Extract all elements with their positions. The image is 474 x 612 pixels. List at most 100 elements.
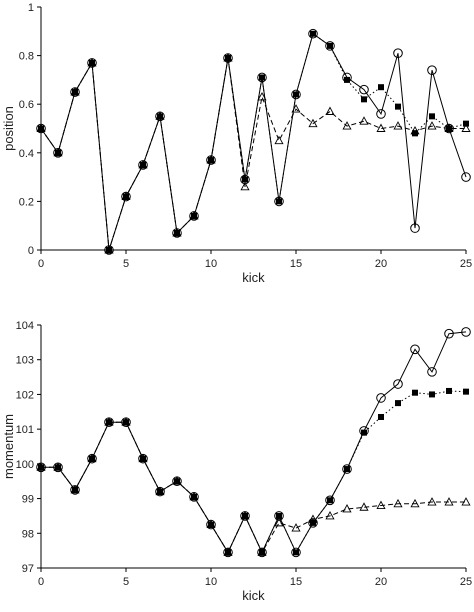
y-tick-label: 0.4	[19, 148, 34, 160]
data-point-circle	[376, 109, 386, 119]
data-point-circle	[444, 123, 454, 134]
data-point-square	[378, 413, 384, 420]
data-point-circle	[189, 492, 199, 502]
data-point-circle	[291, 547, 301, 558]
data-point-square	[310, 30, 316, 37]
data-point-square	[140, 455, 146, 462]
chart-2: 97 98 99 100 101 102 103 104 0 5 10 15 20 25 kick momen…	[1, 320, 472, 603]
x-tick-label: 0	[38, 258, 44, 270]
x-tick-label: 25	[460, 576, 472, 588]
data-point-circle	[359, 84, 369, 95]
data-point-square	[242, 512, 248, 519]
data-point-square	[361, 96, 367, 103]
data-point-circle	[274, 196, 284, 207]
data-point-circle	[87, 58, 97, 68]
data-point-square	[276, 198, 282, 205]
data-point-circle	[172, 476, 182, 487]
data-point-circle	[223, 53, 233, 63]
data-point-circle	[223, 547, 233, 558]
data-point-square	[327, 42, 333, 49]
data-point-circle	[308, 518, 318, 528]
x-tick-label: 15	[290, 576, 302, 588]
data-point-circle	[104, 417, 114, 428]
data-point-square	[327, 497, 333, 504]
data-point-circle	[36, 123, 46, 134]
y-tick-label: 1	[28, 2, 34, 14]
x-tick-label: 5	[123, 576, 129, 588]
data-point-circle	[121, 417, 131, 428]
data-point-square	[89, 59, 95, 66]
data-point-triangle	[308, 118, 318, 128]
data-point-square	[72, 486, 78, 493]
y-tick-label: 0.6	[19, 99, 34, 111]
data-point-square	[106, 247, 112, 253]
y-axis-title: momentum	[1, 414, 16, 479]
data-point-triangle	[444, 497, 454, 506]
data-point-square	[446, 387, 452, 394]
data-point-triangle	[325, 510, 335, 520]
series-line-filled-square-dotted	[41, 390, 467, 554]
x-tick-label: 0	[38, 576, 44, 588]
data-point-square	[429, 113, 435, 120]
x-tick-label: 10	[205, 258, 217, 270]
data-point-square	[361, 429, 367, 436]
data-point-square	[55, 464, 61, 471]
x-tick-label: 20	[375, 576, 387, 588]
data-point-triangle	[427, 121, 437, 130]
y-axis-title: position	[1, 106, 16, 151]
y-tick-label: 104	[16, 320, 34, 332]
data-point-triangle	[240, 181, 250, 191]
data-point-square	[259, 549, 265, 556]
y-tick-label: 0.8	[19, 51, 34, 63]
data-point-square	[38, 125, 44, 132]
data-point-circle	[53, 148, 63, 158]
y-tick-label: 0.2	[19, 196, 34, 208]
data-point-triangle	[342, 504, 352, 513]
data-point-square	[395, 103, 401, 110]
data-point-triangle	[393, 498, 403, 508]
y-tick-label: 102	[16, 389, 34, 401]
data-point-triangle	[376, 500, 386, 509]
data-point-square	[174, 478, 180, 485]
x-tick-label: 25	[460, 258, 472, 270]
data-point-square	[463, 388, 469, 395]
data-point-triangle	[291, 523, 301, 532]
data-point-circle	[461, 327, 471, 337]
data-point-square	[106, 419, 112, 426]
data-point-square	[89, 455, 95, 462]
data-point-circle	[172, 228, 182, 238]
data-point-circle	[240, 174, 250, 185]
data-point-square	[123, 193, 129, 200]
y-tick-label: 101	[16, 424, 34, 436]
data-point-square	[157, 113, 163, 120]
data-point-triangle	[376, 123, 386, 132]
data-point-circle	[393, 48, 403, 58]
x-tick-label: 15	[290, 258, 302, 270]
data-point-square	[276, 512, 282, 519]
data-point-triangle	[325, 106, 335, 115]
data-point-circle	[461, 172, 471, 182]
data-point-square	[72, 89, 78, 96]
data-point-square	[310, 519, 316, 526]
series-line-open-triangle-dashed	[41, 421, 466, 554]
data-point-circle	[376, 393, 386, 403]
x-tick-label: 10	[205, 576, 217, 588]
data-point-square	[412, 130, 418, 137]
data-point-circle	[155, 111, 165, 122]
data-point-circle	[70, 87, 80, 97]
y-tick-label: 0	[28, 245, 34, 257]
data-point-circle	[410, 223, 420, 233]
data-point-circle	[427, 367, 437, 377]
data-point-triangle	[461, 497, 471, 506]
data-point-circle	[121, 191, 131, 202]
data-point-triangle	[393, 121, 403, 130]
data-point-triangle	[274, 517, 284, 527]
data-point-square	[225, 55, 231, 62]
data-point-square	[395, 400, 401, 407]
data-point-circle	[427, 65, 437, 75]
data-point-circle	[206, 519, 216, 530]
data-point-square	[208, 521, 214, 528]
series-line-open-circle-solid	[41, 331, 467, 554]
